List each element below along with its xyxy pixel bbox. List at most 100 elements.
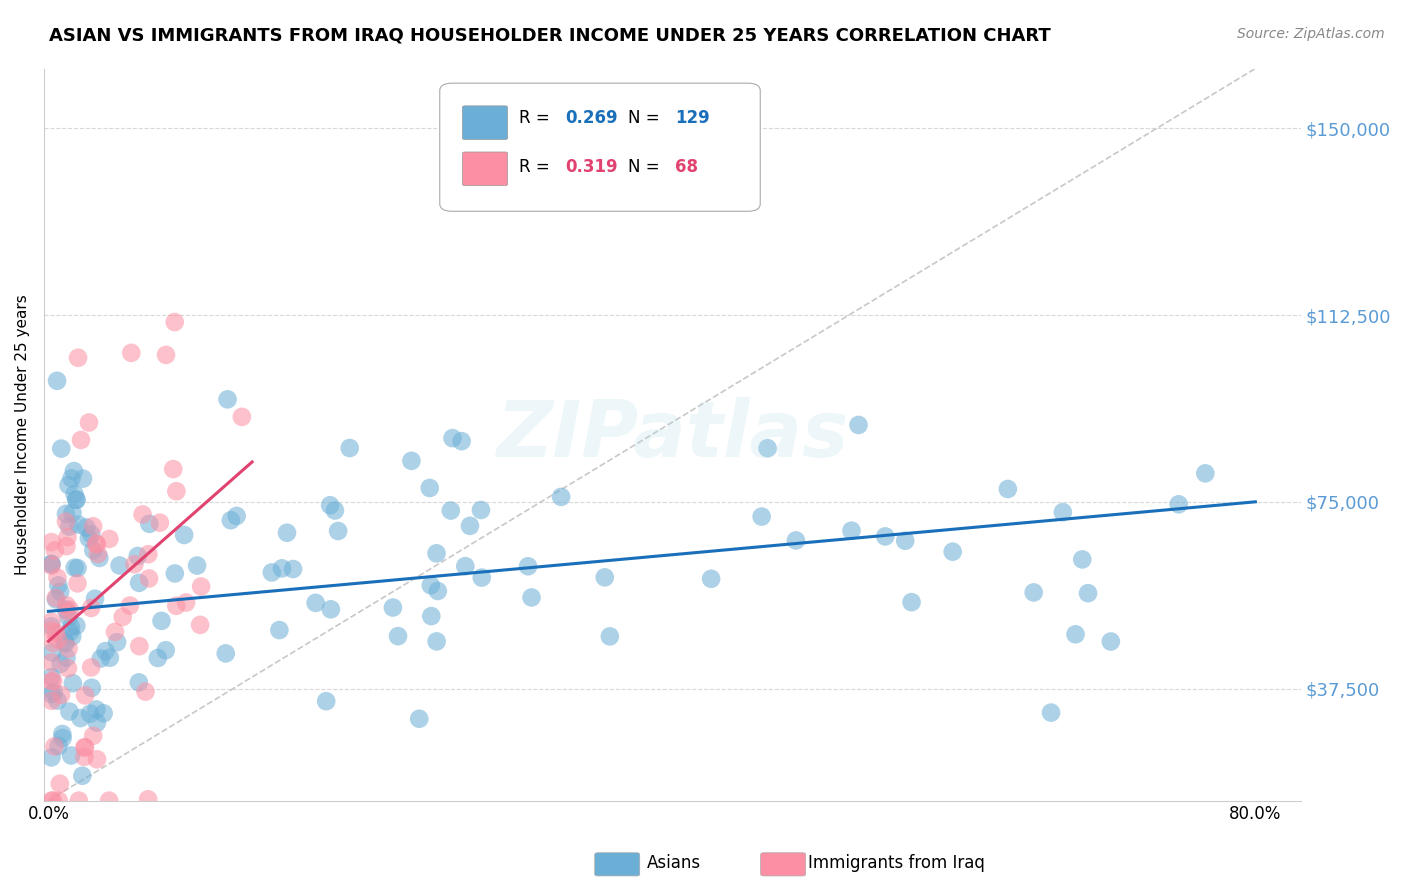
Point	[62, 506, 84, 520]
Point	[458, 519, 481, 533]
Point	[163, 566, 186, 581]
Point	[66, 561, 89, 575]
Point	[517, 559, 540, 574]
Text: 129: 129	[675, 110, 710, 128]
Point	[1099, 634, 1122, 648]
Text: 0.319: 0.319	[565, 159, 619, 177]
Point	[51, 727, 73, 741]
Point	[751, 509, 773, 524]
Point	[45, 625, 67, 640]
Point	[80, 527, 103, 541]
Point	[1071, 552, 1094, 566]
Text: Immigrants from Iraq: Immigrants from Iraq	[808, 855, 986, 872]
Point	[155, 348, 177, 362]
Text: 0.269: 0.269	[565, 110, 619, 128]
Text: Source: ZipAtlas.com: Source: ZipAtlas.com	[1237, 27, 1385, 41]
Point	[1064, 627, 1087, 641]
Point	[124, 558, 146, 572]
Point	[848, 417, 870, 432]
Point	[63, 464, 86, 478]
Point	[41, 670, 63, 684]
Point	[51, 442, 73, 456]
Text: Asians: Asians	[647, 855, 700, 872]
Point	[82, 519, 104, 533]
Text: R =: R =	[519, 110, 550, 128]
Point	[80, 681, 103, 695]
Point	[58, 610, 80, 624]
Point	[45, 592, 67, 607]
Point	[58, 478, 80, 492]
Point	[700, 572, 723, 586]
Point	[98, 650, 121, 665]
Point	[323, 503, 346, 517]
Point	[131, 508, 153, 522]
Point	[41, 615, 63, 629]
Point	[875, 529, 897, 543]
Point	[188, 618, 211, 632]
Point	[90, 651, 112, 665]
Point	[426, 634, 449, 648]
Point	[86, 752, 108, 766]
Point	[41, 619, 63, 633]
Point	[79, 706, 101, 721]
Point	[326, 524, 349, 538]
Point	[56, 605, 79, 619]
Point	[894, 533, 917, 548]
FancyBboxPatch shape	[463, 106, 508, 139]
Point	[408, 712, 430, 726]
Point	[419, 481, 441, 495]
Point	[45, 591, 67, 605]
Point	[219, 513, 242, 527]
Point	[276, 525, 298, 540]
Point	[82, 543, 104, 558]
Point	[305, 596, 328, 610]
Text: ASIAN VS IMMIGRANTS FROM IRAQ HOUSEHOLDER INCOME UNDER 25 YEARS CORRELATION CHAR: ASIAN VS IMMIGRANTS FROM IRAQ HOUSEHOLDE…	[49, 27, 1050, 45]
Point	[55, 515, 77, 529]
Point	[269, 623, 291, 637]
Point	[55, 650, 77, 665]
Point	[271, 561, 294, 575]
Point	[138, 571, 160, 585]
Point	[49, 657, 72, 671]
Point	[65, 492, 87, 507]
FancyBboxPatch shape	[463, 152, 508, 186]
Point	[66, 576, 89, 591]
Point	[72, 472, 94, 486]
Point	[41, 656, 63, 670]
Point	[127, 549, 149, 563]
Point	[41, 557, 63, 571]
Point	[80, 660, 103, 674]
Point	[470, 503, 492, 517]
Point	[186, 558, 208, 573]
Point	[550, 490, 572, 504]
Point	[55, 602, 77, 616]
Point	[49, 688, 72, 702]
Point	[86, 702, 108, 716]
Point	[215, 647, 238, 661]
Point	[1022, 585, 1045, 599]
Point	[42, 685, 65, 699]
Point	[146, 651, 169, 665]
Point	[155, 643, 177, 657]
Point	[46, 374, 69, 388]
Point	[471, 571, 494, 585]
Point	[42, 673, 65, 688]
Point	[1077, 586, 1099, 600]
Point	[49, 777, 72, 791]
Point	[165, 484, 187, 499]
Point	[55, 539, 77, 553]
Point	[94, 644, 117, 658]
Point	[41, 674, 63, 689]
Point	[339, 441, 361, 455]
Point	[77, 531, 100, 545]
Point	[120, 346, 142, 360]
Point	[593, 570, 616, 584]
Point	[46, 571, 69, 585]
Point	[41, 794, 63, 808]
Point	[72, 769, 94, 783]
Point	[1040, 706, 1063, 720]
Point	[217, 392, 239, 407]
Point	[60, 630, 83, 644]
Point	[75, 740, 97, 755]
Text: N =: N =	[628, 159, 659, 177]
